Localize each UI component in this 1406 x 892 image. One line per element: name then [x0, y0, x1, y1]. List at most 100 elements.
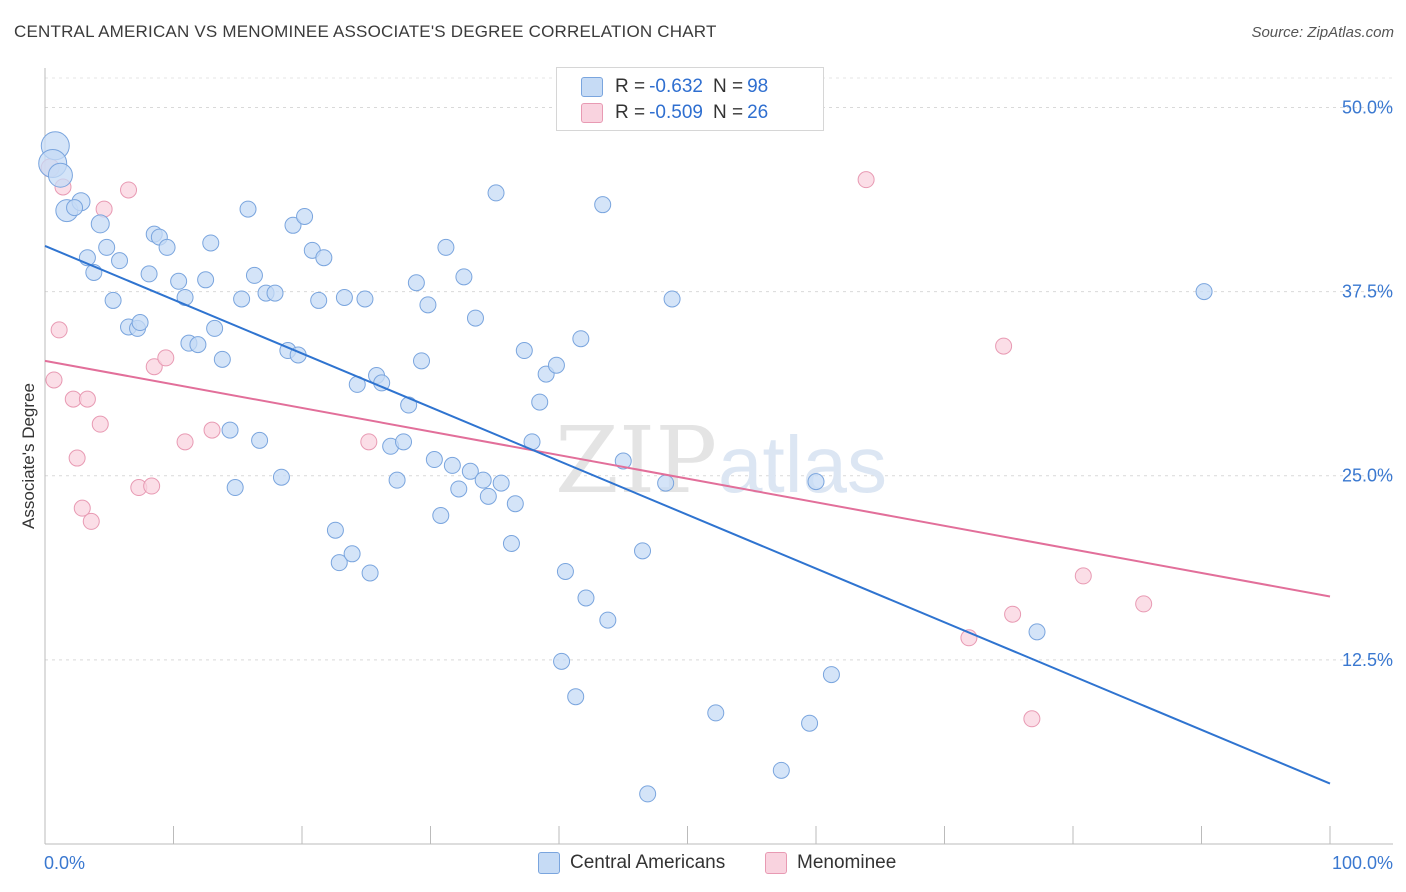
central-americans-point — [395, 433, 413, 451]
blue-swatch — [581, 77, 603, 97]
central-americans-point — [594, 196, 612, 214]
y-axis-label: Associate's Degree — [19, 383, 38, 529]
central-americans-point — [553, 652, 571, 670]
central-americans-point — [443, 456, 461, 474]
central-americans-point — [487, 184, 505, 202]
central-americans-point — [502, 534, 520, 552]
central-americans-point — [335, 288, 353, 306]
central-americans-point — [639, 785, 657, 803]
y-tick-label: 12.5% — [1342, 650, 1393, 670]
x-tick-label: 100.0% — [1332, 853, 1393, 873]
central-americans-point — [90, 214, 110, 234]
central-americans-point — [251, 431, 269, 449]
central-americans-trend-line — [44, 245, 1331, 785]
menominee-point — [1074, 567, 1092, 585]
correlation-legend: R = -0.632 N = 98 R = -0.509 N = 26 — [556, 67, 824, 131]
tick-labels: 12.5% 25.0% 37.5% 50.0% 0.0% 100.0% — [44, 97, 1393, 873]
central-americans-point — [707, 704, 725, 722]
central-americans-point — [296, 207, 314, 225]
central-americans-point — [572, 330, 590, 348]
menominee-point — [45, 371, 63, 389]
central-americans-point — [206, 319, 224, 337]
grid — [45, 77, 1393, 661]
watermark-atlas: atlas — [718, 420, 887, 509]
blue-swatch — [538, 852, 560, 874]
central-americans-point — [202, 234, 220, 252]
n-value: 98 — [747, 76, 769, 97]
central-americans-point — [1195, 283, 1213, 301]
central-americans-point — [657, 474, 675, 492]
r-label: R = — [615, 76, 646, 97]
menominee-point — [1023, 710, 1041, 728]
legend-label: Central Americans — [570, 852, 726, 873]
legend-row-central-americans: R = -0.632 N = 98 — [581, 75, 772, 99]
legend-item-menominee: Menominee — [765, 852, 896, 874]
menominee-point — [145, 358, 163, 376]
r-value: -0.632 — [649, 76, 703, 97]
menominee-point — [995, 337, 1013, 355]
legend-label: Menominee — [797, 852, 897, 873]
y-tick-label: 50.0% — [1342, 97, 1393, 117]
series-legend: Central Americans Menominee — [0, 852, 1406, 876]
n-value: 26 — [747, 102, 769, 123]
pink-swatch — [765, 852, 787, 874]
menominee-point — [73, 499, 91, 517]
central-americans-point — [432, 507, 450, 525]
central-americans-point — [450, 480, 468, 498]
central-americans-point — [239, 200, 257, 218]
central-americans-point — [807, 473, 825, 491]
central-americans-point — [315, 249, 333, 267]
menominee-point — [360, 433, 378, 451]
central-americans-point — [663, 290, 681, 308]
central-americans-point — [356, 290, 374, 308]
central-americans-point — [326, 521, 344, 539]
central-americans-point — [547, 356, 565, 374]
central-americans-point — [437, 238, 455, 256]
central-americans-point — [66, 199, 84, 217]
central-americans-point — [197, 271, 215, 289]
central-americans-point — [266, 284, 284, 302]
menominee-point — [82, 512, 100, 530]
central-americans-point — [492, 474, 510, 492]
n-label: N = — [712, 76, 744, 97]
y-tick-label: 37.5% — [1342, 282, 1393, 302]
y-tick-label: 25.0% — [1342, 466, 1393, 486]
central-americans-point — [407, 274, 425, 292]
central-americans-point — [245, 266, 263, 284]
central-americans-point — [455, 268, 473, 286]
menominee-point — [50, 321, 68, 339]
menominee-point — [143, 477, 161, 495]
central-americans-point — [233, 290, 251, 308]
x-tick-label: 0.0% — [44, 853, 85, 873]
menominee-point — [1135, 595, 1153, 613]
central-americans-point — [419, 296, 437, 314]
central-americans-point — [272, 468, 290, 486]
source-label: Source: ZipAtlas.com — [1251, 24, 1394, 41]
legend-row-menominee: R = -0.509 N = 26 — [581, 101, 772, 125]
central-americans-point — [226, 479, 244, 497]
central-americans-point — [104, 291, 122, 309]
central-americans-point — [221, 421, 239, 439]
central-americans-point — [98, 238, 116, 256]
watermark-zip: ZIP — [555, 407, 717, 514]
central-americans-points — [38, 131, 1213, 803]
central-americans-point — [310, 291, 328, 309]
central-americans-point — [506, 495, 524, 513]
central-americans-point — [772, 761, 790, 779]
central-americans-point — [170, 272, 188, 290]
central-americans-point — [479, 487, 497, 505]
central-americans-point — [361, 564, 379, 582]
pink-swatch — [581, 103, 603, 123]
central-americans-point — [515, 342, 533, 360]
central-americans-point — [556, 562, 574, 580]
central-americans-point — [822, 666, 840, 684]
central-americans-point — [466, 309, 484, 327]
central-americans-point — [577, 589, 595, 607]
central-americans-point — [567, 688, 585, 706]
chart-title: CENTRAL AMERICAN VS MENOMINEE ASSOCIATE'… — [14, 22, 717, 41]
central-americans-point — [425, 451, 443, 469]
r-value: -0.509 — [649, 102, 703, 123]
central-americans-point — [158, 238, 176, 256]
central-americans-point — [599, 611, 617, 629]
